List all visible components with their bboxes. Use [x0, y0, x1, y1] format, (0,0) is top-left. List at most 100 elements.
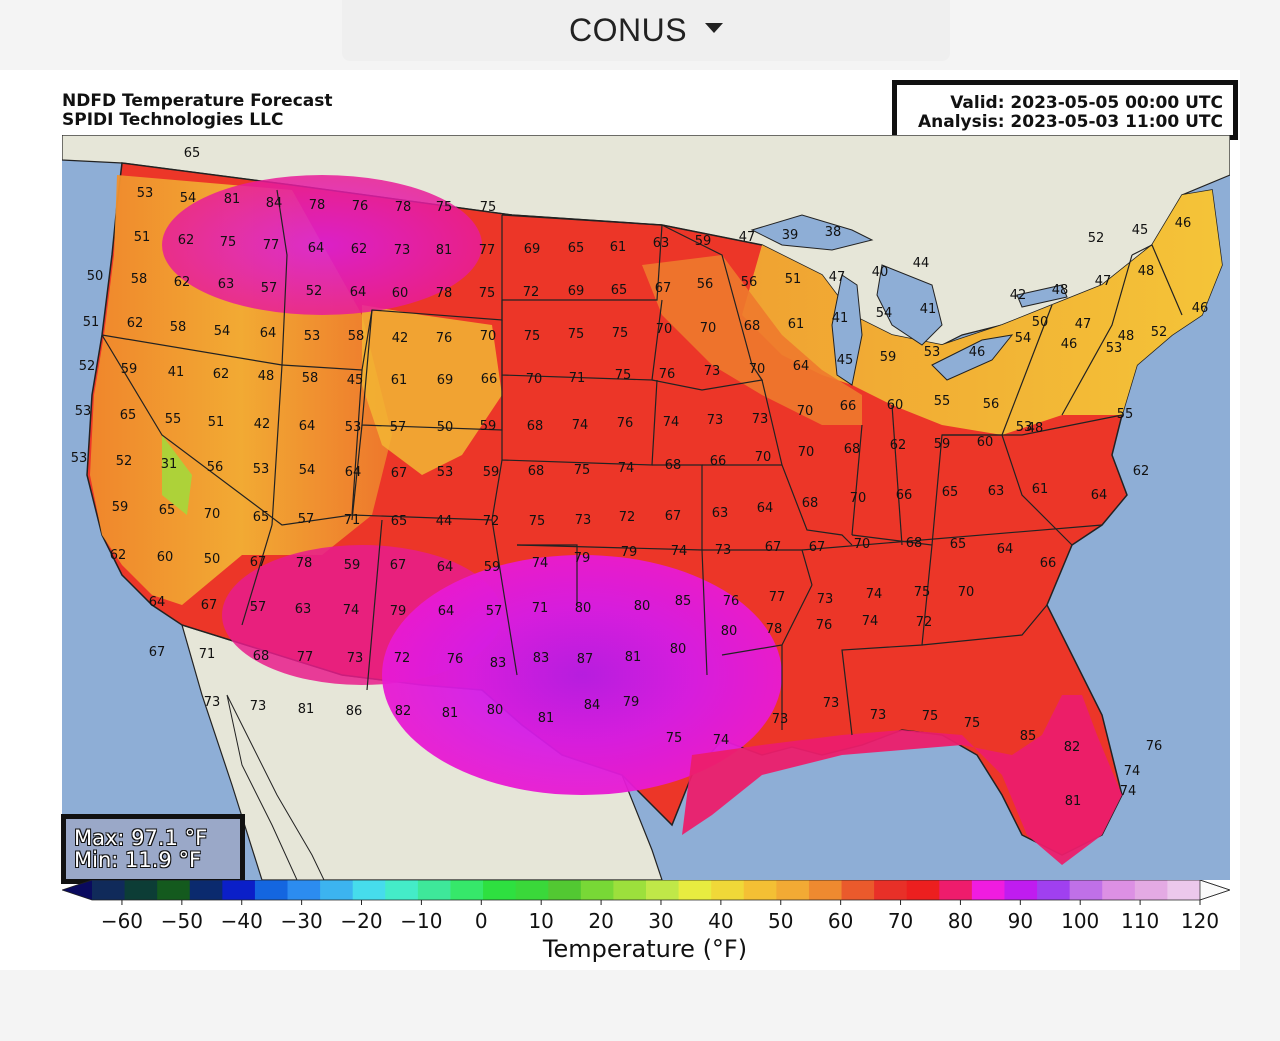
map-temp-label: 52 [1151, 325, 1168, 340]
min-temp: Min: 11.9 °F [74, 848, 202, 872]
map-temp-label: 75 [436, 200, 453, 215]
colorbar-band [483, 880, 517, 900]
map-temp-label: 64 [437, 560, 454, 575]
map-temp-label: 72 [523, 285, 540, 300]
lake-superior [750, 214, 874, 251]
map-temp-label: 71 [199, 647, 216, 662]
colorbar-band [450, 880, 484, 900]
colorbar-tick-label: 110 [1121, 909, 1159, 932]
map-temp-label: 80 [721, 624, 738, 639]
map-temp-label: 64 [793, 359, 810, 374]
map-temp-label: 70 [755, 450, 772, 465]
map-temp-label: 80 [634, 599, 651, 614]
map-temp-label: 42 [392, 331, 409, 346]
colorbar-band [222, 880, 256, 900]
colorbar-band [743, 880, 777, 900]
state-borders [101, 189, 1183, 736]
map-temp-label: 78 [309, 198, 326, 213]
map-temp-label: 52 [116, 454, 133, 469]
map-temp-label: 67 [391, 466, 408, 481]
map-temp-label: 77 [62, 135, 70, 139]
lake-michigan [831, 274, 863, 386]
map-temp-label: 59 [483, 465, 500, 480]
map-temp-label: 67 [149, 645, 166, 660]
map-temp-label: 74 [1120, 784, 1137, 799]
map-temp-label: 70 [798, 445, 815, 460]
lake-huron [876, 264, 943, 346]
map-temp-label: 74 [671, 544, 688, 559]
map-temp-label: 74 [663, 415, 680, 430]
map-temp-label: 75 [574, 463, 591, 478]
florida-warm-region [682, 695, 1122, 865]
map-temp-label: 38 [825, 225, 842, 240]
map-temp-label: 75 [666, 731, 683, 746]
map-temp-label: 72 [916, 615, 933, 630]
map-temp-label: 85 [675, 594, 692, 609]
map-temp-label: 67 [665, 509, 682, 524]
map-temp-label: 61 [610, 240, 627, 255]
map-temp-label: 55 [165, 412, 182, 427]
colorbar-band [1167, 880, 1201, 900]
map-temp-label: 74 [1124, 764, 1141, 779]
map-temp-label: 72 [394, 651, 411, 666]
map-temp-label: 62 [174, 275, 191, 290]
map-temp-label: 62 [213, 367, 230, 382]
map-temp-label: 64 [757, 501, 774, 516]
map-temp-label: 77 [297, 650, 314, 665]
map-temp-label: 63 [653, 236, 670, 251]
map-temp-label: 39 [782, 228, 799, 243]
map-temp-label: 68 [802, 496, 819, 511]
map-temp-label: 61 [1032, 482, 1049, 497]
colorbar-band [939, 880, 973, 900]
map-temp-label: 83 [533, 651, 550, 666]
map-temp-label: 65 [611, 283, 628, 298]
map-temp-label: 79 [623, 695, 640, 710]
colorbar-title: Temperature (°F) [542, 935, 748, 963]
map-temp-label: 87 [577, 652, 594, 667]
map-temp-label: 41 [920, 302, 937, 317]
colorbar-band [1069, 880, 1103, 900]
colorbar-band [189, 880, 223, 900]
chevron-down-icon [705, 22, 724, 33]
map-temp-label: 81 [62, 135, 70, 139]
map-temp-label: 60 [157, 550, 174, 565]
map-temp-label: 51 [134, 230, 151, 245]
map-temp-label: 59 [480, 419, 497, 434]
map-temp-label: 53 [437, 465, 454, 480]
map-temp-label: 74 [866, 587, 883, 602]
map-temp-label: 50 [437, 420, 454, 435]
map-temp-label: 67 [765, 540, 782, 555]
map-temp-label: 64 [1091, 488, 1108, 503]
colorbar-band [971, 880, 1006, 900]
colorbar-tick-label: −60 [101, 909, 143, 932]
colorbar-tick-label: 50 [768, 909, 793, 932]
map-temp-label: 62 [178, 233, 195, 248]
map-temp-label: 73 [817, 592, 834, 607]
map-temp-label: 45 [837, 353, 854, 368]
map-temp-label: 73 [704, 364, 721, 379]
colorbar-tick-label: 60 [828, 909, 853, 932]
map-temp-label: 67 [809, 540, 826, 555]
colorbar-tick-label: −30 [281, 909, 323, 932]
map-temp-label: 75 [914, 585, 931, 600]
map-temp-label: 68 [744, 319, 761, 334]
map-temp-label: 47 [1095, 274, 1112, 289]
colorbar-band [580, 880, 615, 900]
map-temp-label: 74 [343, 603, 360, 618]
map-temp-label: 56 [741, 275, 758, 290]
map-temp-label: 75 [615, 368, 632, 383]
map-temp-label: 68 [527, 419, 544, 434]
map-temp-label: 79 [621, 545, 638, 560]
map-temp-label: 48 [1052, 283, 1069, 298]
map-temp-label: 47 [739, 230, 756, 245]
map-temp-label: 64 [299, 419, 316, 434]
colorbar-tick-label: −10 [400, 909, 442, 932]
map-temp-label: 71 [569, 371, 586, 386]
colorbar-tick-label: 80 [948, 909, 973, 932]
map-temp-label: 65 [391, 514, 408, 529]
map-temp-label: 77 [62, 135, 70, 139]
map-temp-label: 54 [299, 463, 316, 478]
region-dropdown[interactable]: CONUS [342, 0, 950, 61]
valid-time-box: Valid: 2023-05-05 00:00 UTC Analysis: 20… [892, 80, 1238, 140]
map-temp-label: 46 [1061, 337, 1078, 352]
